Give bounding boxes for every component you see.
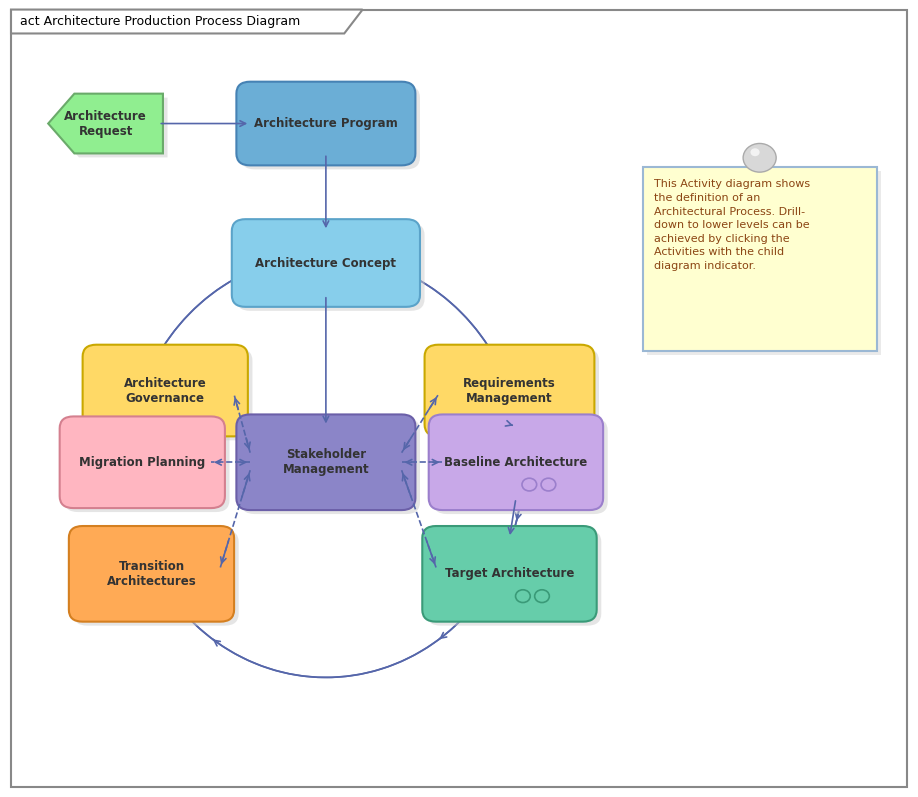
Text: Architecture
Governance: Architecture Governance: [124, 376, 207, 405]
Text: Stakeholder
Management: Stakeholder Management: [283, 448, 369, 477]
FancyBboxPatch shape: [237, 82, 415, 166]
Text: act Architecture Production Process Diagram: act Architecture Production Process Diag…: [20, 15, 300, 28]
FancyBboxPatch shape: [429, 414, 603, 510]
Polygon shape: [11, 10, 363, 33]
FancyBboxPatch shape: [241, 418, 420, 514]
Circle shape: [743, 143, 776, 172]
FancyBboxPatch shape: [422, 526, 597, 622]
FancyBboxPatch shape: [73, 530, 239, 626]
Polygon shape: [53, 98, 168, 158]
FancyBboxPatch shape: [430, 349, 599, 440]
Text: Transition
Architectures: Transition Architectures: [106, 559, 196, 588]
Text: Migration Planning: Migration Planning: [79, 456, 206, 469]
FancyBboxPatch shape: [433, 418, 608, 514]
FancyBboxPatch shape: [427, 530, 601, 626]
FancyBboxPatch shape: [237, 223, 424, 311]
Text: Target Architecture: Target Architecture: [445, 567, 574, 580]
Text: This Activity diagram shows
the definition of an
Architectural Process. Drill-
d: This Activity diagram shows the definiti…: [654, 179, 810, 271]
Text: Architecture Program: Architecture Program: [254, 117, 397, 130]
FancyBboxPatch shape: [83, 344, 248, 437]
FancyBboxPatch shape: [69, 526, 234, 622]
Circle shape: [751, 148, 760, 156]
FancyBboxPatch shape: [60, 416, 225, 508]
FancyBboxPatch shape: [643, 167, 877, 351]
FancyBboxPatch shape: [241, 86, 420, 170]
FancyBboxPatch shape: [64, 421, 230, 512]
FancyBboxPatch shape: [87, 349, 252, 440]
FancyBboxPatch shape: [647, 171, 881, 355]
Text: Baseline Architecture: Baseline Architecture: [444, 456, 588, 469]
Text: Architecture Concept: Architecture Concept: [255, 257, 397, 269]
FancyBboxPatch shape: [237, 414, 415, 510]
FancyBboxPatch shape: [425, 344, 595, 437]
Polygon shape: [49, 94, 163, 154]
FancyBboxPatch shape: [231, 219, 420, 307]
Text: Requirements
Management: Requirements Management: [463, 376, 556, 405]
Text: Architecture
Request: Architecture Request: [64, 109, 147, 138]
